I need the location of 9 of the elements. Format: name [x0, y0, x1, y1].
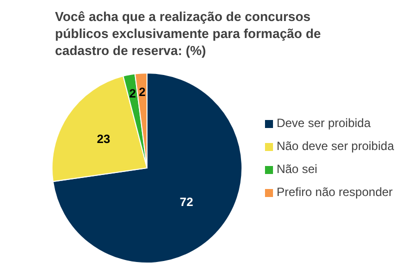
data-label: 72: [180, 195, 194, 210]
legend-label: Não deve ser proibida: [276, 139, 394, 153]
legend-label: Não sei: [276, 162, 318, 176]
data-label: 2: [129, 86, 136, 100]
data-label: 2: [138, 85, 146, 100]
legend-label: Deve ser proibida: [276, 116, 371, 130]
legend-label: Prefiro não responder: [276, 185, 393, 199]
chart-title: Você acha que a realização de concursos públicos exclusivamente para formação de cadastro de reserva: (%): [55, 8, 322, 59]
data-label: 23: [96, 132, 110, 146]
